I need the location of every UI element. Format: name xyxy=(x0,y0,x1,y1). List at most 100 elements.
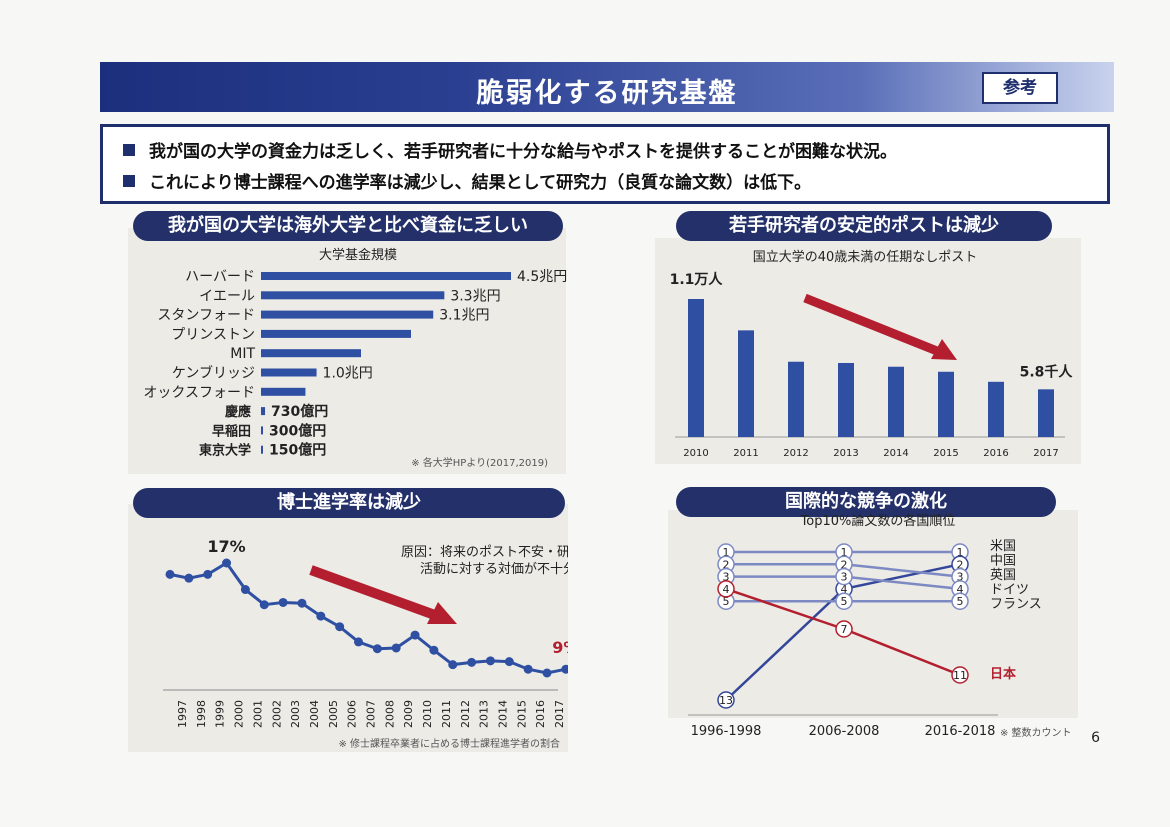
tick-label: 2010 xyxy=(683,448,708,459)
source-note: ※ 整数カウント xyxy=(1000,726,1072,739)
tick-label: 2000 xyxy=(233,700,246,728)
bar xyxy=(938,371,954,437)
bar xyxy=(261,291,445,300)
tick-label: 2016 xyxy=(534,700,547,728)
tick-label: 2009 xyxy=(402,700,415,728)
series-label: 日本 xyxy=(990,666,1016,682)
category-label: 慶應 xyxy=(225,404,251,420)
tick-label: 2003 xyxy=(289,700,302,728)
cause-annotation-line2: 活動に対する対価が不十分 xyxy=(420,562,568,577)
rank-marker xyxy=(717,580,735,598)
rank-value: 11 xyxy=(953,669,967,682)
data-point xyxy=(354,637,363,647)
bar xyxy=(261,368,317,377)
tick-label: 2015 xyxy=(515,700,528,728)
page-title: 脆弱化する研究基盤 xyxy=(476,78,738,109)
tick-label: 2010 xyxy=(421,700,434,728)
bar xyxy=(261,407,266,416)
data-point xyxy=(542,668,552,678)
tick-label: 2017 xyxy=(1033,448,1058,459)
square-bullet-icon xyxy=(123,144,135,156)
data-point xyxy=(372,644,382,654)
rank-value: 3 xyxy=(841,571,848,584)
data-point xyxy=(222,558,232,568)
reference-badge: 参考 xyxy=(982,72,1058,104)
summary-bullet-2: これにより博士課程への進学率は減少し、結果として研究力（良質な論文数）は低下。 xyxy=(123,168,811,193)
arrow-head-icon xyxy=(931,339,957,360)
tick-label: 2014 xyxy=(883,448,908,459)
rank-value: 2 xyxy=(841,558,848,571)
rank-marker xyxy=(951,592,969,610)
rank-marker xyxy=(835,567,853,586)
chart-title: 国立大学の40歳未満の任期なしポスト xyxy=(753,249,978,265)
category-label: ハーバード xyxy=(185,269,255,285)
rank-value: 4 xyxy=(723,583,730,596)
data-point xyxy=(165,569,175,579)
posts-chart: 国立大学の40歳未満の任期なしポスト 2010 2011 2012 2013 2014 2… xyxy=(670,249,1074,459)
ranking-panel xyxy=(668,510,1078,718)
tick-label: 2016-2018 xyxy=(925,724,996,739)
tick-label: 2016 xyxy=(983,448,1008,459)
first-value-label: 1.1万人 xyxy=(670,271,724,288)
summary-box: 我が国の大学の資金力は乏しく、若手研究者に十分な給与やポストを提供することが困難… xyxy=(100,124,1110,204)
bar xyxy=(261,445,263,454)
tick-label: 2008 xyxy=(383,700,396,728)
data-point xyxy=(316,611,326,621)
data-point xyxy=(184,573,194,583)
series-label: ドイツ xyxy=(990,583,1029,598)
data-point xyxy=(297,598,307,608)
data-point xyxy=(561,664,568,674)
tick-label: 2005 xyxy=(327,700,340,728)
source-note: ※ 修士課程卒業者に占める博士課程進学者の割合 xyxy=(338,737,560,750)
source-note: ※ 各大学HPより(2017,2019) xyxy=(411,456,548,469)
rank-marker xyxy=(951,666,969,684)
rank-value: 2 xyxy=(957,558,964,571)
series-label: フランス xyxy=(990,597,1042,612)
ranking-heading: 国際的な競争の激化 xyxy=(676,487,1056,517)
summary-bullet-1: 我が国の大学の資金力は乏しく、若手研究者に十分な給与やポストを提供することが困難… xyxy=(123,137,897,162)
phd-panel xyxy=(128,504,568,752)
tick-label: 2014 xyxy=(496,700,509,728)
rank-value: 1 xyxy=(841,546,848,559)
tick-label: 1998 xyxy=(195,700,208,728)
data-point xyxy=(485,656,495,666)
tick-label: 2017 xyxy=(553,700,566,728)
rank-value: 5 xyxy=(841,595,848,608)
rank-value: 2 xyxy=(723,558,730,571)
tick-label: 2001 xyxy=(251,700,264,728)
peak-label: 17% xyxy=(207,537,245,556)
data-point xyxy=(448,660,458,670)
rank-value: 13 xyxy=(719,694,733,707)
category-label: MIT xyxy=(230,346,255,362)
downward-trend-arrow xyxy=(309,565,445,623)
page-number: 6 xyxy=(1091,730,1100,746)
tick-label: 1997 xyxy=(176,700,189,728)
series-label: 中国 xyxy=(990,554,1016,569)
bar xyxy=(988,381,1004,437)
value-label: 150億円 xyxy=(269,442,326,459)
rank-value: 3 xyxy=(957,571,964,584)
bar xyxy=(261,387,306,396)
category-label: プリンストン xyxy=(171,327,255,343)
bar xyxy=(261,310,434,319)
tick-label: 2006 xyxy=(346,700,359,728)
bar xyxy=(738,330,754,437)
bar xyxy=(838,362,854,437)
tick-label: 2002 xyxy=(270,700,283,728)
arrow-head-icon xyxy=(427,602,457,624)
data-point xyxy=(429,645,439,655)
series-label: 英国 xyxy=(990,568,1016,583)
data-point xyxy=(391,643,401,653)
rank-marker xyxy=(717,691,735,709)
tick-label: 2004 xyxy=(308,700,321,728)
tick-label: 2006-2008 xyxy=(809,724,880,739)
cause-annotation-line1: 原因：将来のポスト不安・研究 xyxy=(401,545,568,560)
bar xyxy=(788,361,804,437)
value-label: 300億円 xyxy=(269,422,326,439)
rank-value: 5 xyxy=(957,595,964,608)
title-banner: 脆弱化する研究基盤 参考 xyxy=(100,62,1114,112)
value-label: 1.0兆円 xyxy=(323,366,373,382)
rank-marker xyxy=(835,620,853,638)
